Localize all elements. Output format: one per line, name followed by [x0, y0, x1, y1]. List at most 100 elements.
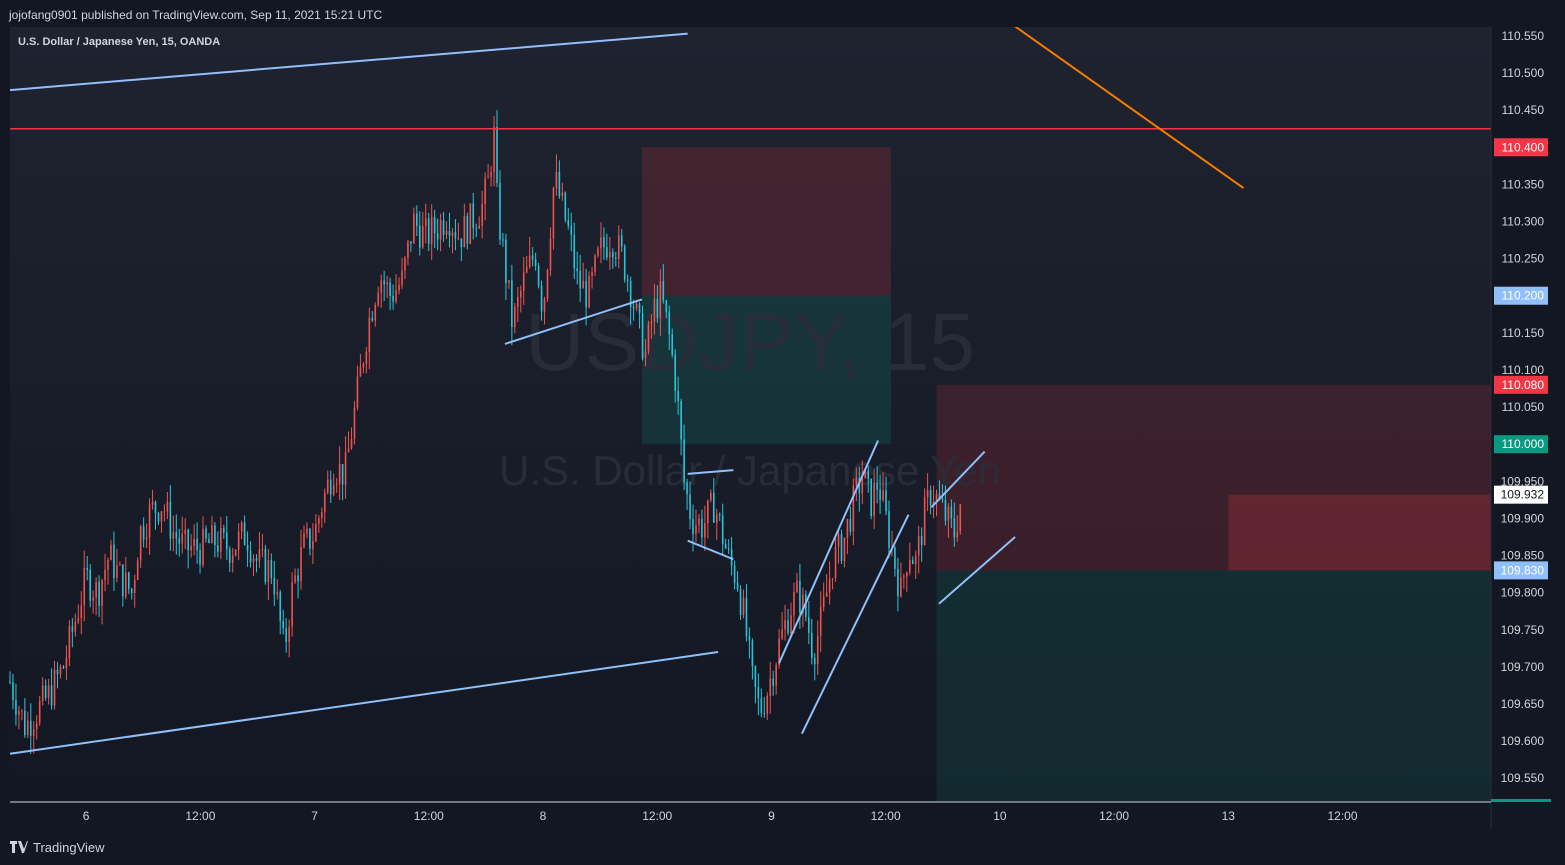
- candle-body: [760, 698, 763, 714]
- price-badge-label: 109.830: [1501, 563, 1545, 577]
- time-tick-label: 12:00: [1099, 809, 1129, 823]
- price-badge[interactable]: [1494, 435, 1548, 454]
- time-tick-label: 7: [311, 809, 318, 823]
- lower-trend-line[interactable]: [9, 651, 719, 755]
- candle-body: [27, 720, 29, 736]
- candle-body: [623, 246, 626, 280]
- candle-body: [920, 536, 923, 546]
- candle-body: [662, 281, 665, 301]
- price-tick-label: 109.850: [1501, 549, 1545, 563]
- chart-area[interactable]: USDJPY, 15 U.S. Dollar / Japanese Yen U.…: [0, 20, 1565, 830]
- price-badge-label: 109.932: [1501, 488, 1545, 502]
- candle-body: [184, 529, 187, 534]
- candle-body: [9, 681, 11, 683]
- wedge-upper-line[interactable]: [687, 469, 734, 475]
- candle-body: [214, 525, 216, 546]
- candle-body: [130, 588, 133, 593]
- candle-body: [448, 230, 451, 236]
- position-1-target-zone: [641, 295, 891, 445]
- candle-body: [775, 665, 777, 686]
- candle-body: [620, 235, 623, 247]
- candle-body: [306, 528, 308, 534]
- support-line[interactable]: [504, 298, 643, 345]
- candle-body: [21, 710, 23, 712]
- candle-body: [228, 549, 231, 564]
- price-axis[interactable]: 110.550 110.500 110.450 110.400 110.350 110.3…: [1491, 29, 1551, 802]
- position-2-stop-zone: [936, 384, 1491, 571]
- candle-body: [609, 252, 611, 258]
- rising-channel-upper-line[interactable]: [778, 440, 879, 664]
- candle-body: [151, 501, 154, 505]
- candle-body: [914, 555, 917, 565]
- candle-body: [424, 218, 427, 227]
- candle-body: [421, 226, 424, 248]
- candle-body: [365, 351, 368, 365]
- candle-body: [332, 484, 335, 495]
- candle-body: [205, 528, 207, 539]
- candle-body: [163, 511, 166, 513]
- time-axis[interactable]: 6 12:00 7 12:00 8 12:00 9 12:00 10 12:00 13 12:00: [83, 809, 1358, 823]
- time-tick-label: 10: [993, 809, 1007, 823]
- candle-body: [671, 334, 674, 355]
- candle-body: [15, 699, 17, 715]
- flag-upper-line[interactable]: [930, 450, 986, 508]
- candle-body: [38, 701, 41, 723]
- candle-body: [341, 464, 344, 485]
- candle-body: [938, 494, 941, 499]
- candle-body: [674, 354, 676, 391]
- price-badge[interactable]: [1494, 375, 1548, 394]
- candle-body: [56, 669, 59, 675]
- candle-body: [154, 501, 157, 514]
- candle-body: [326, 479, 329, 493]
- candle-body: [318, 518, 320, 524]
- price-chart[interactable]: USDJPY, 15 U.S. Dollar / Japanese Yen U.…: [0, 20, 1565, 830]
- candle-body: [834, 546, 837, 579]
- price-badge-label: 110.000: [1502, 437, 1545, 451]
- candle-body: [790, 615, 792, 633]
- candle-body: [270, 559, 273, 579]
- tradingview-logo-icon: [10, 841, 28, 853]
- candle-body: [282, 621, 285, 629]
- candle-body: [810, 632, 813, 658]
- candle-body: [442, 220, 445, 235]
- candle-body: [157, 513, 160, 522]
- upper-trend-line[interactable]: [9, 32, 688, 92]
- candle-body: [53, 669, 56, 706]
- orange-trend-line[interactable]: [1006, 20, 1245, 189]
- candle-body: [285, 628, 287, 643]
- candle-body: [692, 519, 694, 535]
- candle-body: [110, 544, 112, 560]
- position-1-stop-zone: [641, 147, 891, 296]
- candle-body: [695, 524, 697, 535]
- candle-body: [240, 522, 243, 532]
- candle-body: [816, 635, 819, 665]
- candle-body: [852, 485, 855, 532]
- candle-body: [119, 564, 121, 566]
- candle-body: [469, 203, 472, 244]
- candle-body: [457, 238, 460, 240]
- candle-body: [83, 567, 86, 606]
- rising-channel-lower-line[interactable]: [800, 514, 910, 735]
- candle-body: [323, 492, 326, 513]
- candle-body: [519, 291, 522, 298]
- price-badge[interactable]: [1494, 138, 1548, 157]
- candle-body: [683, 439, 685, 483]
- candle-body: [819, 607, 822, 636]
- candle-body: [264, 548, 267, 583]
- flag-lower-line[interactable]: [938, 536, 1016, 605]
- candle-body: [766, 695, 769, 714]
- candle-body: [44, 685, 47, 699]
- price-badge[interactable]: [1494, 561, 1548, 580]
- price-badge[interactable]: [1494, 485, 1548, 504]
- candle-body: [451, 232, 454, 236]
- candle-body: [98, 581, 100, 607]
- candle-body: [101, 580, 103, 607]
- price-badge[interactable]: [1494, 286, 1548, 305]
- candle-body: [261, 548, 264, 550]
- candle-body: [35, 722, 38, 730]
- candle-body: [540, 285, 543, 312]
- candle-body: [615, 257, 617, 259]
- candle-body: [923, 497, 926, 546]
- candle-body: [335, 483, 338, 485]
- wedge-lower-line[interactable]: [687, 539, 734, 561]
